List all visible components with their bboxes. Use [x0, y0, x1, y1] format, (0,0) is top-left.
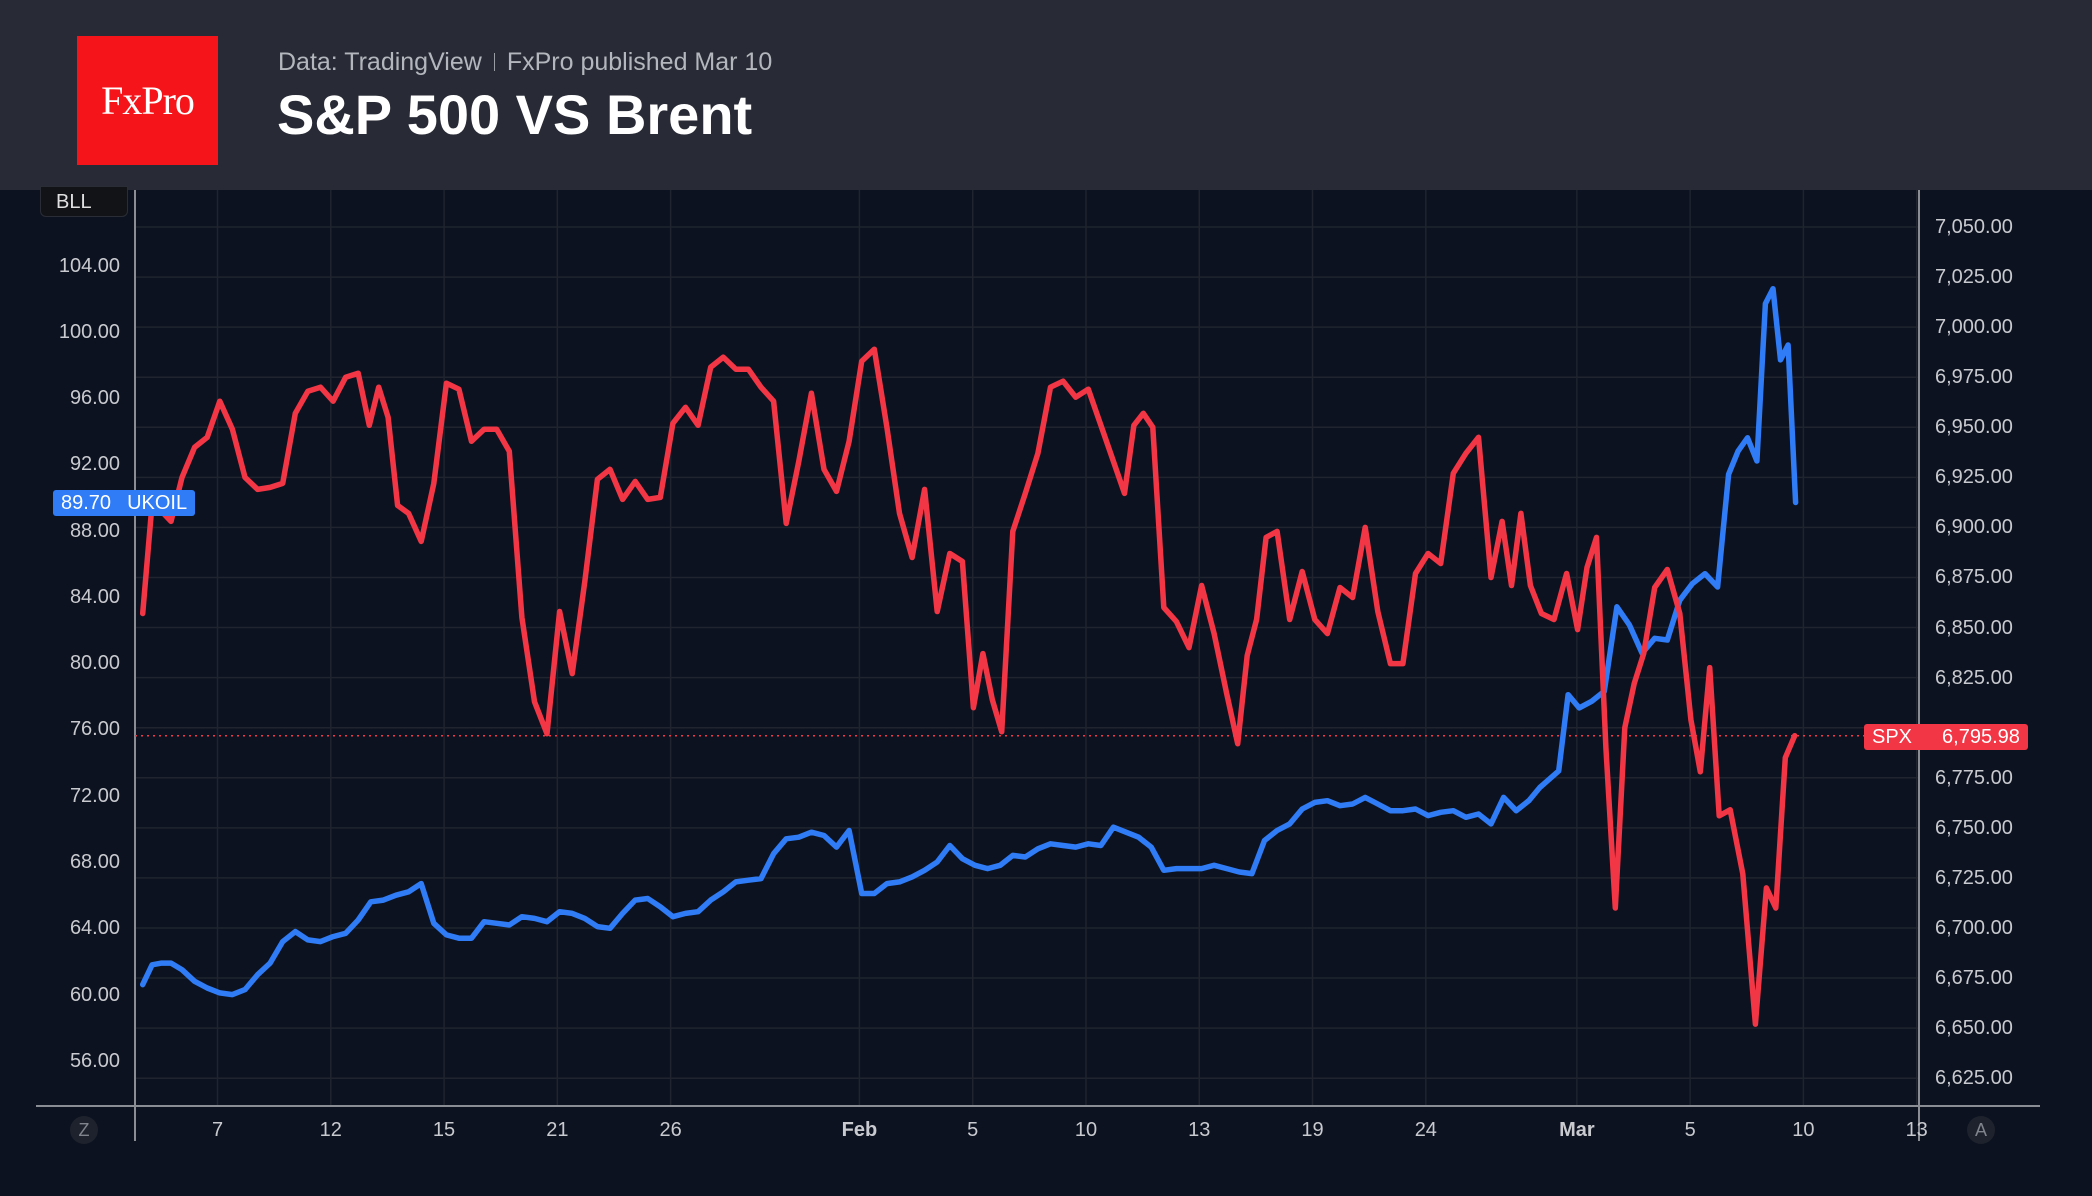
left-scale-button[interactable]: Z — [70, 1116, 98, 1144]
x-axis-tick-label: 21 — [546, 1119, 569, 1141]
left-axis-tick-label: 88.00 — [69, 519, 120, 542]
spx-last-value: 6,795.98 — [1942, 726, 2020, 748]
data-source: Data: TradingView — [278, 48, 482, 76]
left-axis-tick-label: 104.00 — [58, 254, 120, 277]
left-axis-tick-label: 72.00 — [69, 784, 120, 807]
x-axis-tick-label: 5 — [967, 1119, 979, 1141]
series-line-ukoil — [139, 285, 1799, 998]
x-axis-tick-label: 15 — [432, 1119, 456, 1141]
header: FxPro Data: TradingView FxPro published M… — [0, 0, 2092, 190]
chart-title: S&P 500 VS Brent — [277, 83, 753, 146]
ukoil-last-price-label: 89.70 UKOIL — [53, 490, 196, 516]
left-axis-tick-label: 80.00 — [69, 652, 120, 675]
x-axis-tick-label: 13 — [1188, 1119, 1211, 1141]
series-line-spx — [139, 346, 1798, 1027]
separator — [493, 53, 495, 71]
right-axis-tick-label: 6,750.00 — [1935, 816, 2013, 839]
spx-symbol: SPX — [1872, 726, 1913, 748]
right-axis-tick-label: 6,675.00 — [1935, 967, 2013, 990]
right-axis-tick-label: 6,625.00 — [1935, 1067, 2013, 1090]
x-axis-tick-label: 12 — [319, 1119, 342, 1141]
left-axis-tick-label: 96.00 — [69, 387, 120, 410]
published-date: FxPro published Mar 10 — [506, 48, 773, 76]
right-axis-tick-label: 6,725.00 — [1935, 866, 2013, 889]
left-axis-tick-label: 68.00 — [69, 851, 120, 874]
left-axis-tick-label: 92.00 — [69, 453, 120, 476]
right-axis-tick-label: 6,875.00 — [1935, 566, 2013, 589]
right-axis-tick-label: 6,950.00 — [1935, 416, 2013, 439]
x-axis-tick-label: Feb — [841, 1119, 878, 1141]
right-axis-tick-label: 6,650.00 — [1935, 1017, 2013, 1040]
left-axis-tick-label: 84.00 — [69, 585, 120, 608]
right-axis-tick-label: 7,000.00 — [1935, 316, 2013, 339]
ukoil-symbol: UKOIL — [127, 492, 188, 514]
x-axis-tick-label: Mar — [1559, 1119, 1595, 1141]
x-axis-tick-label: 5 — [1684, 1119, 1696, 1141]
ukoil-last-value: 89.70 — [61, 492, 112, 514]
currency-badge[interactable]: BLL — [40, 186, 128, 217]
fxpro-logo: FxPro — [77, 36, 218, 165]
left-axis-tick-label: 100.00 — [58, 320, 120, 343]
spx-last-price-label: SPX 6,795.98 — [1864, 724, 2028, 750]
x-axis-tick-label: 13 — [1905, 1119, 1928, 1141]
right-axis-tick-label: 6,975.00 — [1935, 366, 2013, 389]
right-axis-tick-label: 7,050.00 — [1935, 216, 2013, 238]
right-axis-tick-label: 6,825.00 — [1935, 666, 2013, 689]
x-axis-tick-label: 19 — [1301, 1119, 1324, 1141]
right-axis-tick-label: 6,775.00 — [1935, 766, 2013, 789]
left-axis-tick-label: 60.00 — [69, 983, 120, 1006]
auto-scale-button[interactable]: A — [1967, 1116, 1995, 1144]
left-axis-tick-label: 76.00 — [69, 718, 120, 741]
x-axis-tick-label: 10 — [1074, 1119, 1098, 1141]
right-axis-tick-label: 6,925.00 — [1935, 466, 2013, 489]
x-axis-tick-label: 24 — [1414, 1119, 1437, 1141]
x-axis-tick-label: 10 — [1792, 1119, 1815, 1141]
left-axis-tick-label: 64.00 — [69, 917, 120, 940]
left-axis-tick-label: 56.00 — [69, 1049, 120, 1072]
right-axis-tick-label: 6,850.00 — [1935, 616, 2013, 639]
right-axis-tick-label: 6,700.00 — [1935, 916, 2013, 939]
x-axis-tick-label: 7 — [211, 1119, 224, 1141]
right-axis-tick-label: 6,900.00 — [1935, 516, 2013, 539]
right-axis-tick-label: 7,025.00 — [1935, 266, 2013, 289]
logo-text: FxPro — [101, 78, 195, 123]
subtitle: Data: TradingView FxPro published Mar 10 — [278, 48, 772, 77]
x-axis-tick-label: 26 — [659, 1119, 682, 1141]
